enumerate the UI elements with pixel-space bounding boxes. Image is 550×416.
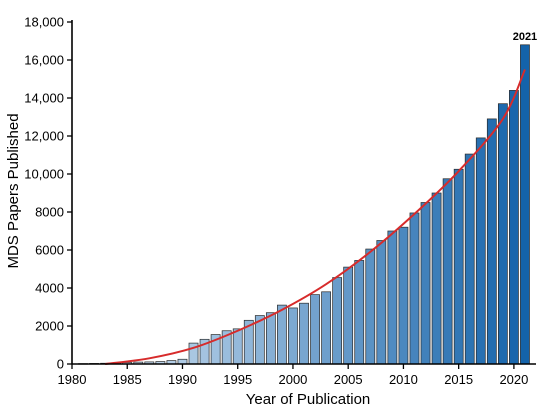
bar-2014 bbox=[442, 178, 453, 365]
bar-2003 bbox=[321, 291, 331, 365]
y-tick-label-16000: 16,000 bbox=[24, 53, 64, 68]
y-tick-label-6000: 6000 bbox=[35, 243, 64, 258]
bar-1998 bbox=[265, 312, 276, 365]
y-tick-label-10000: 10,000 bbox=[24, 167, 64, 182]
trendline bbox=[105, 69, 526, 365]
bar-2001 bbox=[299, 302, 309, 365]
bar-2004 bbox=[332, 277, 343, 365]
x-axis-title: Year of Publication bbox=[246, 391, 371, 408]
bars-group bbox=[78, 44, 530, 365]
bar-2007 bbox=[365, 248, 376, 365]
bar-2017 bbox=[475, 137, 486, 365]
bar-2000 bbox=[288, 307, 298, 365]
bar-2015 bbox=[453, 168, 464, 365]
bar-2018 bbox=[486, 118, 497, 365]
y-tick-label-12000: 12,000 bbox=[24, 129, 64, 144]
x-tick-label-2015: 2015 bbox=[444, 372, 473, 387]
bar-2008 bbox=[376, 240, 387, 365]
bar-2010 bbox=[398, 226, 409, 365]
bar-annotation-2021: 2021 bbox=[513, 31, 537, 43]
y-tick-label-4000: 4000 bbox=[35, 281, 64, 296]
y-tick-label-14000: 14,000 bbox=[24, 91, 64, 106]
bar-2016 bbox=[464, 153, 475, 365]
x-tick-label-2000: 2000 bbox=[278, 372, 307, 387]
axes-group bbox=[67, 20, 536, 369]
x-tick-label-1995: 1995 bbox=[223, 372, 252, 387]
bar-2002 bbox=[310, 294, 320, 365]
x-tick-label-1985: 1985 bbox=[113, 372, 142, 387]
x-tick-label-2020: 2020 bbox=[499, 372, 528, 387]
bar-2009 bbox=[387, 230, 398, 365]
bar-2020 bbox=[509, 90, 519, 365]
trendline-group bbox=[105, 69, 526, 365]
bar-1999 bbox=[277, 304, 287, 365]
bar-2005 bbox=[343, 266, 354, 365]
y-tick-label-18000: 18,000 bbox=[24, 15, 64, 30]
x-tick-label-1990: 1990 bbox=[168, 372, 197, 387]
x-tick-label-1980: 1980 bbox=[58, 372, 87, 387]
y-axis-title: MDS Papers Published bbox=[5, 113, 22, 268]
y-tick-label-2000: 2000 bbox=[35, 319, 64, 334]
bar-2021 bbox=[520, 44, 530, 365]
bar-2012 bbox=[420, 202, 431, 365]
x-tick-label-2010: 2010 bbox=[389, 372, 418, 387]
bar-2011 bbox=[409, 212, 420, 365]
bar-2006 bbox=[354, 260, 365, 365]
y-tick-label-8000: 8000 bbox=[35, 205, 64, 220]
bar-2019 bbox=[497, 103, 508, 365]
labels-group: 1980 1985 1990 1995 2000 2005 2010 2015 2020 0 200… bbox=[24, 15, 537, 388]
bar-2013 bbox=[431, 192, 442, 365]
bar-1995 bbox=[232, 328, 243, 365]
y-tick-label-0: 0 bbox=[57, 357, 64, 372]
x-tick-label-2005: 2005 bbox=[334, 372, 363, 387]
